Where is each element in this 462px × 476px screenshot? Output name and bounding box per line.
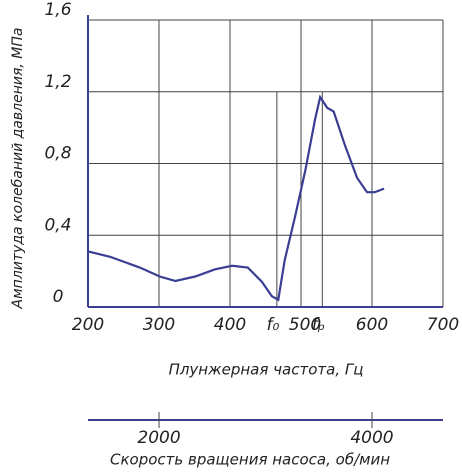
y-tick-label: 1,2 [44,72,71,92]
data-line [87,94,385,302]
y-tick-label: 0 [53,287,64,307]
annotation-label: fₚ [312,315,325,335]
x2-tick-label: 4000 [350,428,393,448]
x-tick-label: 500 [289,315,321,335]
x-tick-label: 300 [143,315,175,335]
y-tick-label: 0,4 [44,215,71,235]
y-tick-label: 1,6 [44,0,71,20]
x-tick-label: 400 [214,315,246,335]
x-axis-label: Плунжерная частота, Гц [169,361,364,379]
annotation-label: f₀ [266,315,279,335]
x-tick-label: 700 [427,315,459,335]
x2-tick-label: 2000 [137,428,180,448]
x2-axis-label: Скорость вращения насоса, об/мин [110,451,390,469]
y-tick-label: 0,8 [44,144,71,164]
x-tick-label: 600 [356,315,388,335]
x-tick-label: 200 [72,315,104,335]
y-axis-label: Амплитуда колебаний давления, МПа [10,28,26,310]
